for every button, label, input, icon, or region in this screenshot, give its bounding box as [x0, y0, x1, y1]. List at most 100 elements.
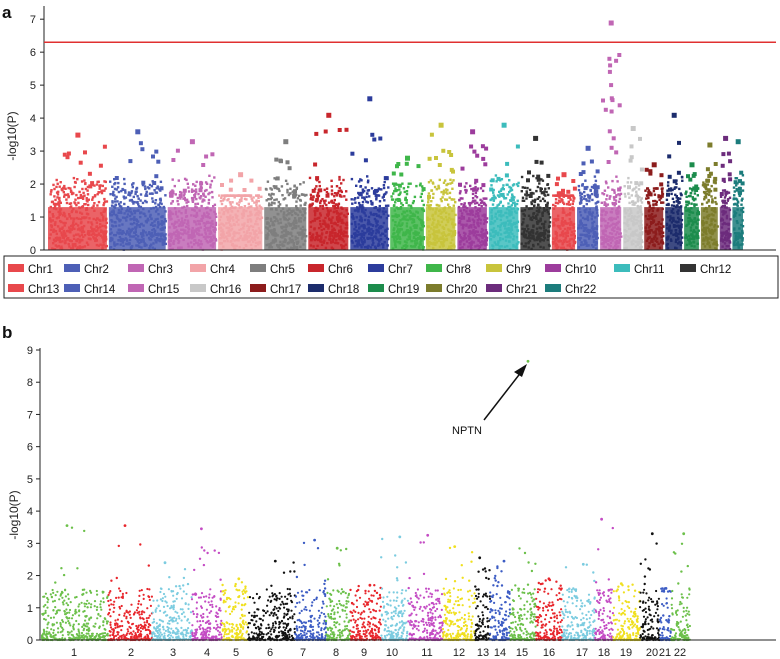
point: [452, 198, 456, 201]
point: [481, 200, 484, 203]
point: [282, 198, 285, 201]
point: [111, 185, 114, 188]
point: [449, 178, 452, 181]
point: [368, 195, 371, 198]
point: [641, 231, 644, 234]
point: [428, 204, 431, 207]
point: [697, 212, 701, 216]
point: [691, 197, 695, 200]
point: [537, 204, 540, 207]
point: [370, 187, 374, 190]
point: [504, 197, 508, 200]
point: [375, 198, 378, 201]
point: [160, 202, 163, 206]
point: [127, 191, 131, 194]
point: [627, 185, 631, 190]
point: [567, 200, 570, 203]
point: [141, 180, 146, 185]
point: [356, 196, 360, 199]
point: [185, 178, 188, 182]
point: [192, 198, 195, 202]
point: [151, 154, 155, 159]
point: [677, 140, 681, 145]
point: [226, 194, 229, 197]
point: [454, 213, 457, 217]
point: [521, 186, 524, 189]
point: [437, 163, 442, 167]
point: [594, 202, 597, 205]
point: [528, 194, 533, 198]
point: [194, 205, 197, 208]
point: [363, 198, 366, 201]
point: [442, 193, 445, 196]
point: [601, 98, 605, 103]
point: [156, 186, 159, 190]
point: [539, 187, 542, 190]
point: [438, 204, 441, 207]
point: [579, 191, 582, 194]
point: [447, 150, 452, 154]
point: [178, 193, 183, 198]
point: [116, 186, 120, 189]
point: [115, 188, 118, 191]
point: [617, 53, 622, 57]
point: [278, 189, 281, 193]
point: [145, 190, 148, 194]
panel-a-chromosome-Chr9: [425, 122, 457, 251]
point: [613, 189, 616, 192]
point: [705, 187, 708, 190]
peak-point: [283, 139, 289, 145]
point: [74, 181, 77, 184]
point: [418, 184, 422, 187]
point: [394, 201, 397, 204]
point: [195, 180, 198, 184]
point: [480, 144, 485, 149]
point: [137, 203, 140, 206]
point: [366, 189, 369, 192]
point: [676, 197, 680, 200]
point: [202, 192, 205, 196]
point: [277, 205, 281, 209]
point: [667, 187, 672, 192]
point: [86, 193, 90, 196]
point: [332, 201, 336, 205]
point: [442, 181, 446, 184]
point: [427, 156, 432, 161]
point: [229, 178, 234, 183]
point: [59, 181, 62, 184]
point: [137, 197, 140, 200]
point: [407, 204, 410, 207]
point: [337, 202, 341, 205]
point: [394, 198, 398, 201]
point: [583, 194, 586, 198]
point: [114, 176, 119, 180]
point: [69, 187, 72, 190]
point: [55, 191, 59, 194]
point: [508, 185, 511, 189]
point: [130, 191, 133, 195]
point: [609, 83, 614, 88]
point: [141, 201, 145, 205]
point: [92, 204, 95, 207]
point: [713, 176, 718, 181]
point: [528, 188, 532, 192]
point: [652, 187, 656, 190]
point: [413, 195, 417, 199]
point: [355, 184, 358, 187]
point: [59, 201, 62, 204]
point: [670, 204, 674, 207]
point: [566, 202, 569, 206]
point: [311, 198, 314, 201]
point: [350, 198, 353, 201]
point: [257, 196, 260, 199]
point: [273, 198, 276, 202]
point: [58, 199, 61, 203]
point: [439, 197, 443, 201]
point: [571, 194, 575, 197]
point: [176, 196, 179, 200]
point: [139, 193, 143, 196]
point: [335, 185, 339, 188]
point: [588, 199, 591, 203]
point: [635, 193, 638, 196]
point: [463, 185, 467, 188]
